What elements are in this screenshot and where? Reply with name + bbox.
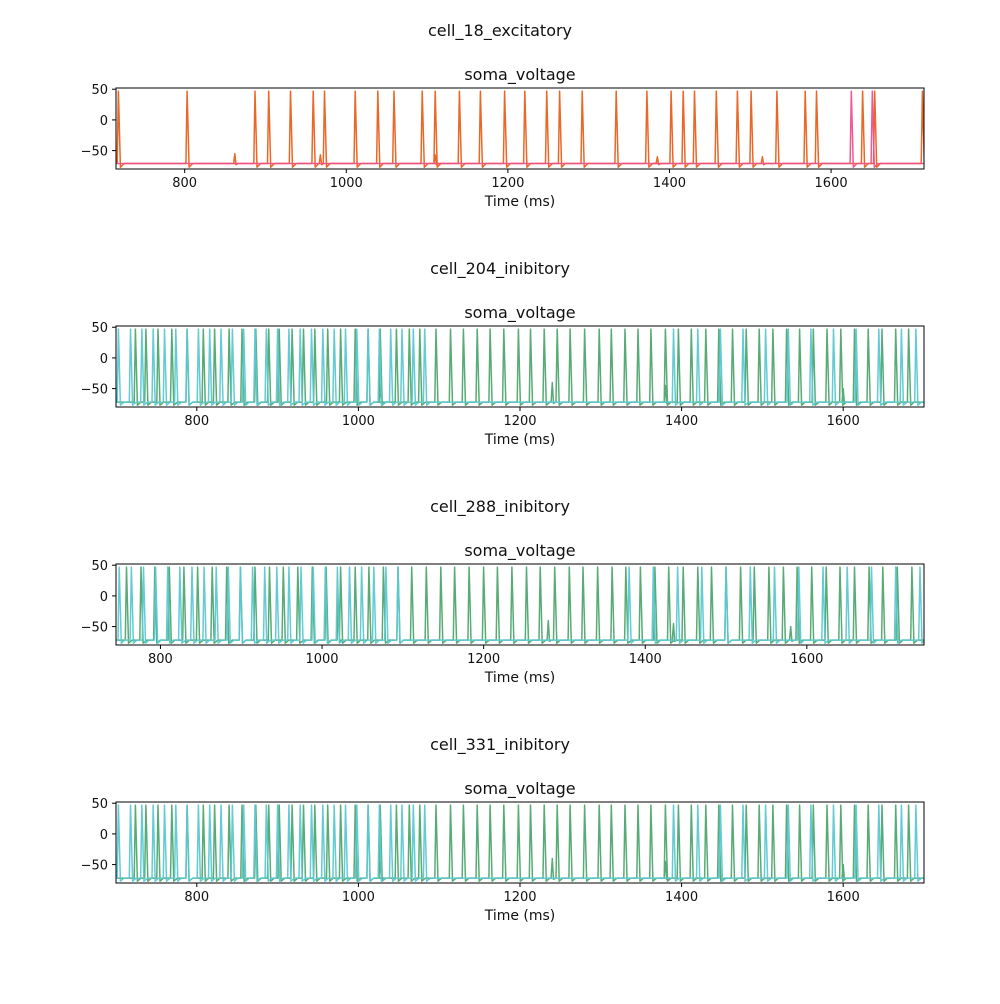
y-tick-label: −50 xyxy=(81,621,108,636)
axes-title: soma_voltage xyxy=(464,779,575,799)
y-tick-label: −50 xyxy=(81,383,108,398)
x-tick-label: 1400 xyxy=(653,176,686,191)
plot-area xyxy=(116,804,924,882)
y-tick-label: 0 xyxy=(100,590,108,605)
x-axis-label: Time (ms) xyxy=(484,194,556,210)
figure-suptitle: cell_18_excitatory xyxy=(428,21,572,41)
series-line-2 xyxy=(116,566,924,644)
x-axis-label: Time (ms) xyxy=(484,670,556,686)
axes-title: soma_voltage xyxy=(464,303,575,323)
x-tick-label: 800 xyxy=(148,652,173,667)
series-line-1 xyxy=(116,566,924,644)
x-tick-label: 1200 xyxy=(503,890,536,905)
axes-title: soma_voltage xyxy=(464,65,575,85)
series-line-2 xyxy=(116,90,924,168)
x-tick-label: 1200 xyxy=(467,652,500,667)
x-axis-label: Time (ms) xyxy=(484,908,556,924)
y-tick-label: 0 xyxy=(100,114,108,129)
series-line-2 xyxy=(116,804,924,882)
y-tick-label: 0 xyxy=(100,352,108,367)
x-tick-label: 1000 xyxy=(305,652,338,667)
y-tick-label: 50 xyxy=(91,559,108,574)
x-tick-label: 1200 xyxy=(503,414,536,429)
figure-suptitle: cell_331_inibitory xyxy=(430,735,570,755)
figure-suptitle: cell_288_inibitory xyxy=(430,497,570,517)
x-tick-label: 800 xyxy=(184,414,209,429)
panel-4: cell_331_inibitory soma_voltage 800 1000 120… xyxy=(81,735,925,924)
x-tick-label: 800 xyxy=(184,890,209,905)
x-tick-label: 1000 xyxy=(342,414,375,429)
axes-title: soma_voltage xyxy=(464,541,575,561)
axes-frame xyxy=(115,87,925,170)
x-tick-label: 1400 xyxy=(629,652,662,667)
x-tick-label: 1600 xyxy=(815,176,848,191)
plot-area xyxy=(116,566,924,644)
plot-area xyxy=(116,90,924,168)
y-tick-label: 50 xyxy=(91,797,108,812)
plot-area xyxy=(116,328,924,406)
x-tick-label: 1000 xyxy=(330,176,363,191)
x-tick-label: 1400 xyxy=(665,414,698,429)
figure-suptitle: cell_204_inibitory xyxy=(430,259,570,279)
y-tick-label: −50 xyxy=(81,859,108,874)
series-line-1 xyxy=(116,328,924,406)
y-tick-label: −50 xyxy=(81,145,108,160)
panel-1: cell_18_excitatory soma_voltage 800 1000 120… xyxy=(81,21,925,210)
x-tick-label: 1400 xyxy=(665,890,698,905)
x-tick-label: 1000 xyxy=(342,890,375,905)
x-tick-label: 1600 xyxy=(790,652,823,667)
series-line-1 xyxy=(116,804,924,882)
x-tick-label: 800 xyxy=(172,176,197,191)
series-line-2 xyxy=(116,328,924,406)
series-line-1 xyxy=(116,90,924,168)
panel-3: cell_288_inibitory soma_voltage 800 1000 120… xyxy=(81,497,925,686)
panel-2: cell_204_inibitory soma_voltage 800 1000 120… xyxy=(81,259,925,448)
x-axis-label: Time (ms) xyxy=(484,432,556,448)
x-tick-label: 1600 xyxy=(827,890,860,905)
x-tick-label: 1200 xyxy=(491,176,524,191)
axes-frame xyxy=(115,563,925,646)
y-tick-label: 50 xyxy=(91,83,108,98)
y-tick-label: 50 xyxy=(91,321,108,336)
x-tick-label: 1600 xyxy=(827,414,860,429)
y-tick-label: 0 xyxy=(100,828,108,843)
